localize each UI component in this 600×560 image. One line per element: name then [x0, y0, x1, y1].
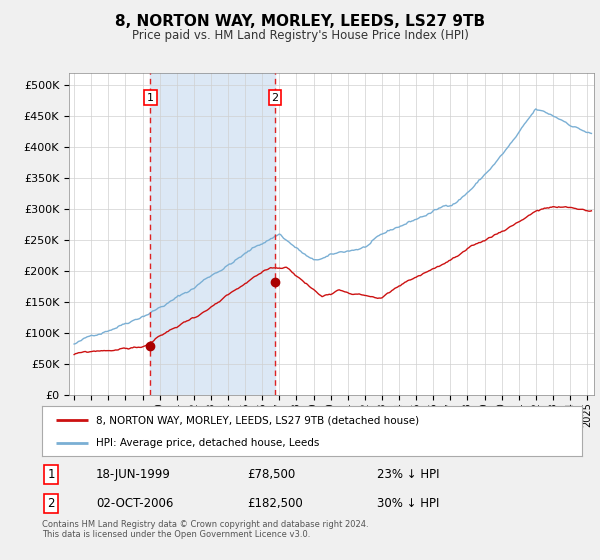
Text: Contains HM Land Registry data © Crown copyright and database right 2024.
This d: Contains HM Land Registry data © Crown c… [42, 520, 368, 539]
Text: 02-OCT-2006: 02-OCT-2006 [96, 497, 173, 510]
Text: Price paid vs. HM Land Registry's House Price Index (HPI): Price paid vs. HM Land Registry's House … [131, 29, 469, 42]
Text: 2: 2 [272, 92, 278, 102]
Text: 8, NORTON WAY, MORLEY, LEEDS, LS27 9TB (detached house): 8, NORTON WAY, MORLEY, LEEDS, LS27 9TB (… [96, 415, 419, 425]
Text: 30% ↓ HPI: 30% ↓ HPI [377, 497, 439, 510]
Text: 1: 1 [47, 468, 55, 481]
Text: 18-JUN-1999: 18-JUN-1999 [96, 468, 171, 481]
Text: 1: 1 [147, 92, 154, 102]
Text: 23% ↓ HPI: 23% ↓ HPI [377, 468, 439, 481]
Bar [151, 73, 275, 395]
Text: 2: 2 [47, 497, 55, 510]
Text: £78,500: £78,500 [247, 468, 295, 481]
Text: £182,500: £182,500 [247, 497, 303, 510]
Text: 8, NORTON WAY, MORLEY, LEEDS, LS27 9TB: 8, NORTON WAY, MORLEY, LEEDS, LS27 9TB [115, 14, 485, 29]
Text: HPI: Average price, detached house, Leeds: HPI: Average price, detached house, Leed… [96, 438, 319, 449]
